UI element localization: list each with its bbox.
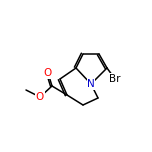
Text: Br: Br — [109, 74, 121, 84]
Text: O: O — [44, 68, 52, 78]
Text: O: O — [36, 92, 44, 102]
Text: N: N — [87, 79, 95, 89]
